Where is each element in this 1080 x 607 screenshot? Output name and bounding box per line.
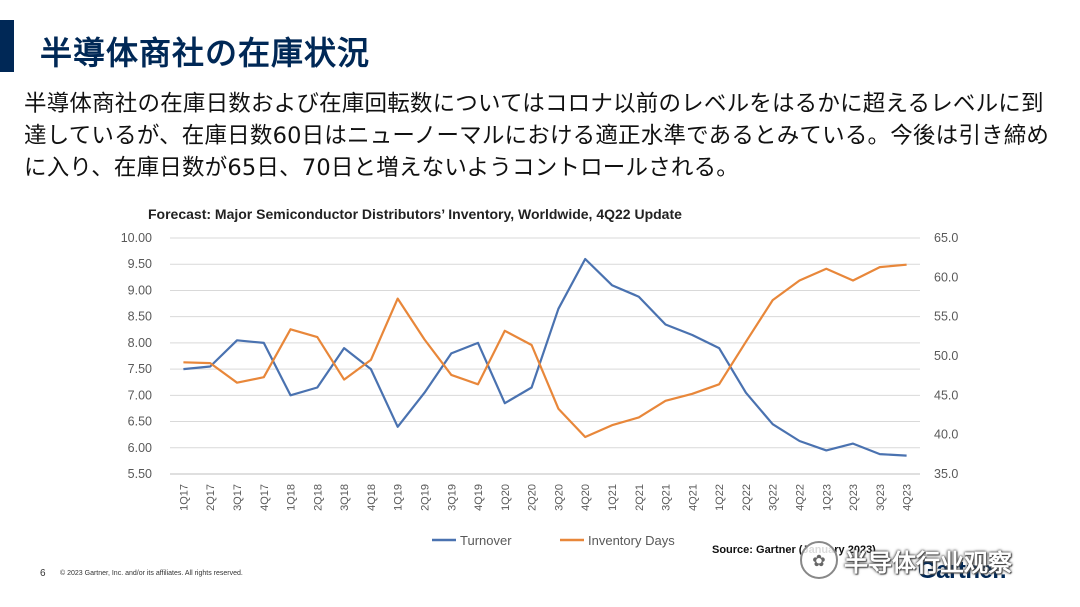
series-line-inventory-days — [183, 263, 907, 439]
y-right-tick-label: 65.0 — [934, 231, 958, 245]
slide-title: 半導体商社の在庫状況 — [40, 34, 371, 72]
x-tick-label: 4Q19 — [473, 484, 485, 511]
y-right-tick-label: 40.0 — [934, 428, 958, 442]
watermark-text: 半导体行业观察 — [844, 548, 1012, 577]
x-tick-label: 2Q18 — [312, 484, 324, 511]
y-left-tick-label: 7.00 — [128, 388, 152, 402]
x-tick-label: 1Q18 — [286, 484, 298, 511]
x-tick-label: 2Q23 — [848, 484, 860, 511]
y-left-tick-label: 8.50 — [128, 310, 152, 324]
y-left-tick-label: 9.00 — [128, 283, 152, 297]
x-tick-label: 1Q20 — [500, 484, 512, 511]
copyright: © 2023 Gartner, Inc. and/or its affiliat… — [60, 570, 243, 577]
x-tick-label: 1Q19 — [393, 484, 405, 511]
x-tick-label: 2Q22 — [741, 484, 753, 511]
wechat-icon: ✿ — [800, 541, 838, 579]
y-left-tick-label: 8.00 — [128, 336, 152, 350]
x-tick-label: 1Q17 — [178, 484, 190, 511]
x-tick-label: 2Q19 — [419, 484, 431, 511]
y-right-tick-label: 55.0 — [934, 310, 958, 324]
watermark: ✿ 半导体行业观察 — [800, 540, 1060, 580]
y-left-tick-label: 6.50 — [128, 415, 152, 429]
y-left-tick-label: 5.50 — [128, 467, 152, 481]
x-tick-label: 4Q18 — [366, 484, 378, 511]
x-tick-label: 3Q19 — [446, 484, 458, 511]
x-tick-label: 1Q22 — [714, 484, 726, 511]
x-tick-label: 1Q23 — [821, 484, 833, 511]
y-left-tick-label: 9.50 — [128, 257, 152, 271]
y-right-tick-label: 50.0 — [934, 349, 958, 363]
x-tick-label: 4Q17 — [259, 484, 271, 511]
x-tick-label: 3Q18 — [339, 484, 351, 511]
y-right-tick-label: 35.0 — [934, 467, 958, 481]
x-tick-label: 3Q22 — [768, 484, 780, 511]
x-tick-label: 2Q17 — [205, 484, 217, 511]
y-right-tick-label: 60.0 — [934, 270, 958, 284]
x-tick-label: 2Q20 — [527, 484, 539, 511]
series-line-turnover — [183, 257, 907, 457]
x-tick-label: 2Q21 — [634, 484, 646, 511]
legend-label: Inventory Days — [588, 533, 675, 548]
x-tick-label: 1Q21 — [607, 484, 619, 511]
x-tick-label: 3Q20 — [553, 484, 565, 511]
x-tick-label: 3Q23 — [875, 484, 887, 511]
page-number: 6 — [40, 568, 46, 579]
slide-body-text: 半導体商社の在庫日数および在庫回転数についてはコロナ以前のレベルをはるかに超える… — [24, 91, 1050, 181]
y-left-tick-label: 6.00 — [128, 441, 152, 455]
y-right-tick-label: 45.0 — [934, 388, 958, 402]
y-left-tick-label: 7.50 — [128, 362, 152, 376]
legend-label: Turnover — [460, 533, 512, 548]
x-tick-label: 3Q21 — [661, 484, 673, 511]
x-tick-label: 3Q17 — [232, 484, 244, 511]
x-tick-label: 4Q23 — [902, 484, 914, 511]
x-tick-label: 4Q20 — [580, 484, 592, 511]
x-tick-label: 4Q22 — [794, 484, 806, 511]
gartner-logo: Gartner. — [918, 557, 1007, 584]
title-accent-bar — [0, 20, 14, 72]
chart-title: Forecast: Major Semiconductor Distributo… — [148, 206, 682, 222]
x-tick-label: 4Q21 — [687, 484, 699, 511]
y-left-tick-label: 10.00 — [121, 231, 152, 245]
